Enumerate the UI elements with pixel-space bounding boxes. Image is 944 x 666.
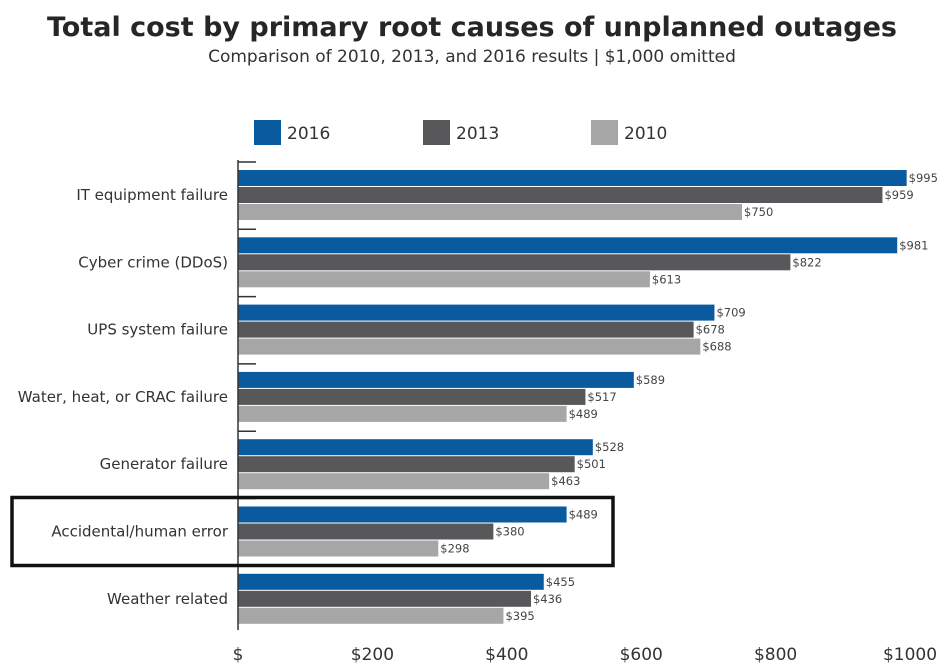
- legend-swatch-2013: [423, 120, 450, 145]
- category-label-ups-system-failure: UPS system failure: [87, 321, 228, 339]
- bar-it-equipment-failure-2010: [238, 204, 742, 220]
- data-label: $298: [440, 542, 469, 556]
- data-label: $489: [569, 407, 598, 421]
- x-tick-label: $: [233, 645, 244, 665]
- legend-swatch-2010: [591, 120, 618, 145]
- data-label: $688: [702, 340, 731, 354]
- bar-water-heat-or-crac-failure-2013: [238, 388, 586, 405]
- axis: IT equipment failure Cyber crime (DDoS) UP…: [10, 160, 937, 665]
- bar-weather-related-2010: [238, 607, 504, 624]
- data-label: $589: [636, 373, 665, 387]
- x-tick-label: $200: [351, 645, 394, 665]
- data-label: $517: [587, 390, 616, 404]
- data-label: $822: [792, 255, 821, 269]
- chart-subtitle: Comparison of 2010, 2013, and 2016 resul…: [208, 47, 736, 67]
- bar-it-equipment-failure-2016: [238, 170, 907, 186]
- bar-accidental-human-error-2013: [238, 523, 494, 540]
- x-tick-label: $800: [754, 645, 797, 665]
- data-label: $489: [569, 508, 598, 522]
- data-label: $501: [577, 457, 606, 471]
- category-label-it-equipment-failure: IT equipment failure: [76, 186, 228, 204]
- bar-cyber-crime-ddos-2013: [238, 254, 791, 271]
- legend-swatch-2016: [254, 120, 281, 145]
- bar-generator-failure-2013: [238, 456, 575, 473]
- category-label-weather-related: Weather related: [107, 590, 228, 608]
- category-label-generator-failure: Generator failure: [100, 455, 228, 473]
- x-tick-label: $400: [485, 645, 528, 665]
- bar-weather-related-2013: [238, 590, 531, 607]
- bar-ups-system-failure-2010: [238, 338, 701, 355]
- bar-it-equipment-failure-2013: [238, 187, 883, 203]
- data-label: $995: [909, 171, 938, 185]
- bar-cyber-crime-ddos-2016: [238, 237, 898, 254]
- category-label-cyber-crime-ddos: Cyber crime (DDoS): [78, 253, 228, 271]
- bar-water-heat-or-crac-failure-2010: [238, 405, 567, 422]
- data-label: $436: [533, 592, 562, 606]
- x-tick-label: $1000: [883, 645, 937, 665]
- bar-accidental-human-error-2016: [238, 506, 567, 523]
- bar-water-heat-or-crac-failure-2016: [238, 371, 634, 388]
- bar-generator-failure-2016: [238, 439, 593, 456]
- bar-ups-system-failure-2013: [238, 321, 694, 338]
- data-label: $395: [505, 609, 534, 623]
- chart-title: Total cost by primary root causes of unp…: [46, 12, 898, 43]
- data-label: $709: [716, 306, 745, 320]
- data-label: $959: [884, 188, 913, 202]
- data-label: $981: [899, 238, 928, 252]
- data-label: $528: [595, 440, 624, 454]
- category-label-accidental-human-error: Accidental/human error: [51, 523, 228, 541]
- bar-weather-related-2016: [238, 573, 544, 590]
- legend-label-2010: 2010: [624, 124, 667, 144]
- data-label: $613: [652, 272, 681, 286]
- legend-label-2013: 2013: [456, 124, 499, 144]
- legend-label-2016: 2016: [287, 124, 330, 144]
- highlight-box: [10, 495, 615, 568]
- bar-generator-failure-2010: [238, 473, 550, 490]
- bar-accidental-human-error-2010: [238, 540, 439, 557]
- legend: 2016 2013 2010: [254, 120, 667, 145]
- bar-cyber-crime-ddos-2010: [238, 271, 650, 288]
- data-label: $463: [551, 474, 580, 488]
- bar-ups-system-failure-2016: [238, 304, 715, 321]
- data-label: $750: [744, 205, 773, 219]
- data-label: $380: [495, 525, 524, 539]
- x-tick-label: $600: [620, 645, 663, 665]
- bars: $995 $959 $750 $981 $822 $613 $709 $678 $688 $589…: [238, 170, 938, 624]
- data-label: $455: [546, 575, 575, 589]
- category-label-water-heat-or-crac-failure: Water, heat, or CRAC failure: [18, 388, 228, 406]
- data-label: $678: [696, 323, 725, 337]
